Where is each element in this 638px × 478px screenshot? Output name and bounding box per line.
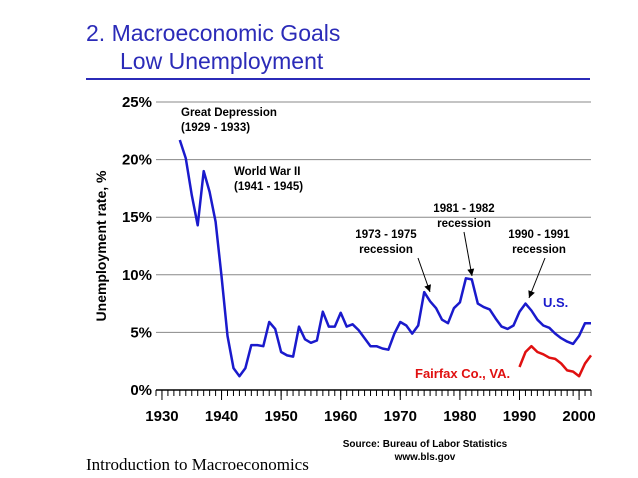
annotation-arrow (463, 231, 473, 277)
annotation-label: recession (437, 218, 491, 230)
arrow-head (528, 290, 535, 298)
y-tick-label: 10% (122, 267, 152, 284)
us-series-label: U.S. (543, 295, 568, 310)
arrow-head (467, 268, 475, 276)
x-tick-label: 1940 (205, 408, 238, 425)
fairfax-series-label: Fairfax Co., VA. (415, 366, 510, 381)
y-tick-label: 25% (122, 94, 152, 111)
annotation-label: 1990 - 1991 (508, 229, 570, 241)
slide-footer: Introduction to Macroeconomics (86, 455, 309, 474)
y-tick-label: 5% (130, 324, 152, 341)
x-tick-label: 1970 (384, 408, 417, 425)
source-line-1: Source: Bureau of Labor Statistics (342, 439, 508, 450)
x-tick-label: 1980 (443, 408, 476, 425)
x-tick-label: 1960 (324, 408, 357, 425)
y-tick-label: 20% (122, 152, 152, 169)
source-note: Source: Bureau of Labor Statistics www.b… (330, 438, 520, 464)
x-tick-label: 1990 (503, 408, 536, 425)
x-tick-label: 1930 (145, 408, 178, 425)
y-tick-label: 15% (122, 209, 152, 226)
fairfax-series-line (518, 344, 593, 378)
x-tick-label: 2000 (562, 408, 595, 425)
arrow-head (424, 284, 431, 292)
us-series-line (178, 139, 591, 378)
source-line-2: www.bls.gov (394, 452, 456, 463)
annotation-label: 1973 - 1975 (355, 229, 417, 241)
annotation-arrow (528, 257, 546, 299)
x-tick-label: 1950 (264, 408, 297, 425)
title-divider (86, 78, 590, 80)
annotation-label: (1941 - 1945) (234, 181, 303, 193)
y-axis-label: Unemployment rate, % (93, 170, 109, 321)
y-tick-label: 0% (130, 382, 152, 399)
slide-title: 2. Macroeconomic Goals (86, 20, 341, 46)
annotation-label: 1981 - 1982 (433, 203, 494, 215)
annotation-label: recession (359, 244, 413, 256)
annotation-label: World War II (234, 166, 300, 178)
annotation-label: recession (512, 244, 566, 256)
annotation-label: (1929 - 1933) (181, 122, 250, 134)
annotation-label: Great Depression (181, 107, 277, 119)
slide-subtitle: Low Unemployment (120, 48, 324, 74)
